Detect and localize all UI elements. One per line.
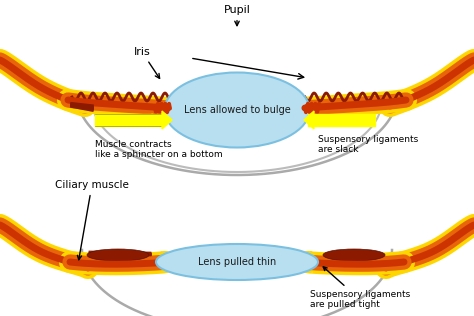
Ellipse shape	[156, 244, 318, 280]
Ellipse shape	[87, 249, 149, 261]
Text: Suspensory ligaments
are slack: Suspensory ligaments are slack	[318, 135, 418, 155]
Text: Lens pulled thin: Lens pulled thin	[198, 257, 276, 267]
Text: Lens allowed to bulge: Lens allowed to bulge	[183, 105, 291, 115]
Text: Ciliary muscle: Ciliary muscle	[55, 180, 129, 260]
Text: Iris: Iris	[134, 47, 160, 78]
Ellipse shape	[323, 249, 385, 261]
Text: Pupil: Pupil	[224, 5, 250, 26]
Ellipse shape	[164, 72, 310, 148]
Polygon shape	[162, 111, 172, 129]
Polygon shape	[304, 111, 314, 129]
Text: Suspensory ligaments
are pulled tight: Suspensory ligaments are pulled tight	[310, 267, 410, 309]
Text: Muscle contracts
like a sphincter on a bottom: Muscle contracts like a sphincter on a b…	[95, 140, 223, 159]
